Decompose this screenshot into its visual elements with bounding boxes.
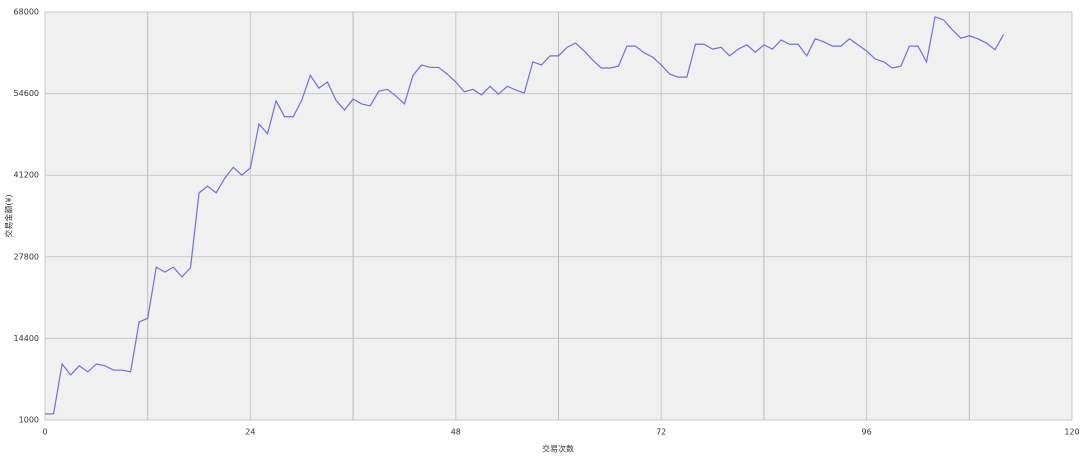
x-tick-label: 72 xyxy=(656,428,666,437)
y-tick-label: 1000 xyxy=(19,416,39,425)
x-tick-label: 120 xyxy=(1064,428,1079,437)
x-tick-label: 96 xyxy=(862,428,872,437)
y-tick-label: 14400 xyxy=(14,334,39,343)
y-tick-label: 54600 xyxy=(14,89,39,98)
data-line xyxy=(45,16,1005,415)
y-tick-label: 68000 xyxy=(14,8,39,17)
x-tick-label: 48 xyxy=(451,428,461,437)
x-tick-label: 24 xyxy=(245,428,255,437)
y-tick-label: 41200 xyxy=(14,171,39,180)
y-axis-label: 交易金额(¥) xyxy=(4,194,14,237)
y-tick-label: 27800 xyxy=(14,252,39,261)
x-tick-label: 0 xyxy=(42,428,47,437)
x-axis-label: 交易次数 xyxy=(542,444,574,454)
